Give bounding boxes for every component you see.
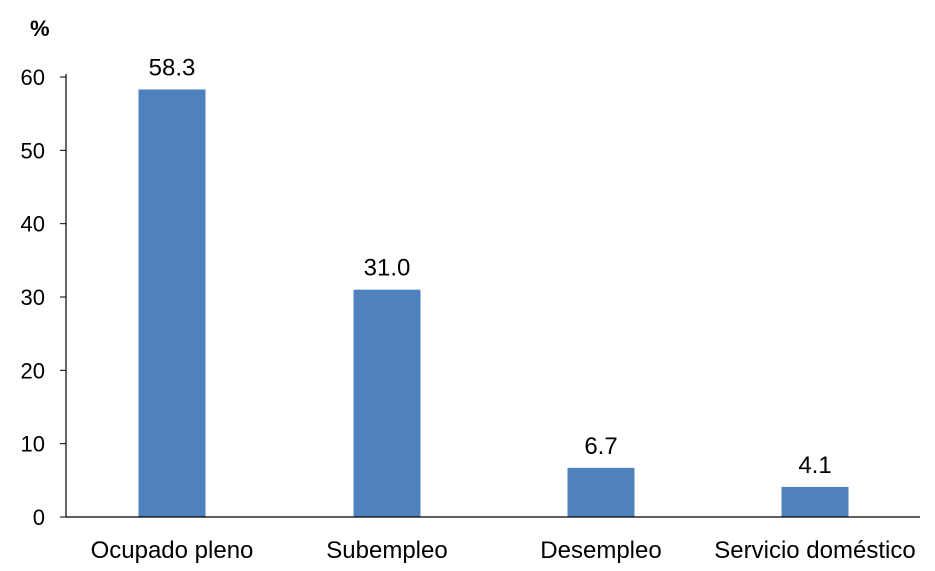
bar <box>353 289 421 517</box>
y-axis-title: % <box>30 16 50 41</box>
x-tick-label: Subempleo <box>326 537 447 564</box>
x-tick-label: Ocupado pleno <box>91 537 254 564</box>
y-tick-label: 40 <box>21 212 45 237</box>
y-tick-label: 20 <box>21 358 45 383</box>
bar-value-label: 4.1 <box>798 452 831 479</box>
y-tick-label: 50 <box>21 138 45 163</box>
bar-value-label: 6.7 <box>584 433 617 460</box>
bar <box>567 467 635 517</box>
bar <box>138 89 206 517</box>
data-labels-group: 58.3 31.0 6.7 4.1 <box>149 54 832 478</box>
y-tick-label: 60 <box>21 65 45 90</box>
x-tick-label: Desempleo <box>540 537 661 564</box>
x-tick-label: Servicio doméstico <box>714 537 915 564</box>
y-tick-label: 10 <box>21 432 45 457</box>
y-tick-label: 0 <box>33 505 45 530</box>
y-tick-label: 30 <box>21 285 45 310</box>
bar <box>781 486 849 517</box>
y-tick-labels-group: 0 10 20 30 40 50 60 <box>21 65 66 530</box>
x-tick-labels-group: Ocupado pleno Subempleo Desempleo Servicio … <box>91 537 916 564</box>
bar-value-label: 31.0 <box>364 255 411 282</box>
bar-value-label: 58.3 <box>149 54 196 81</box>
bars-group <box>138 89 849 517</box>
